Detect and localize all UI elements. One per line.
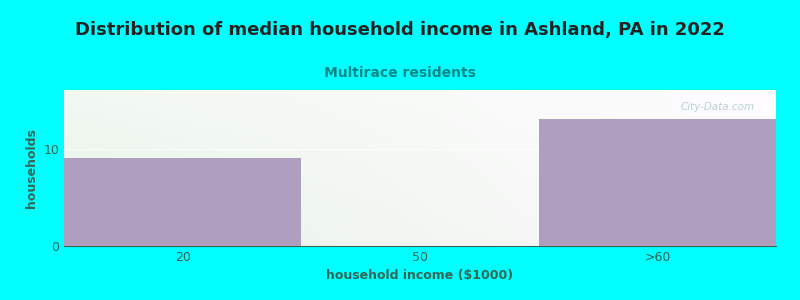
Bar (538, 119, 776, 246)
Y-axis label: households: households (25, 128, 38, 208)
Text: Multirace residents: Multirace residents (324, 66, 476, 80)
X-axis label: household income ($1000): household income ($1000) (326, 269, 514, 282)
Text: Distribution of median household income in Ashland, PA in 2022: Distribution of median household income … (75, 21, 725, 39)
Text: City-Data.com: City-Data.com (681, 103, 754, 112)
Bar (64, 158, 302, 246)
